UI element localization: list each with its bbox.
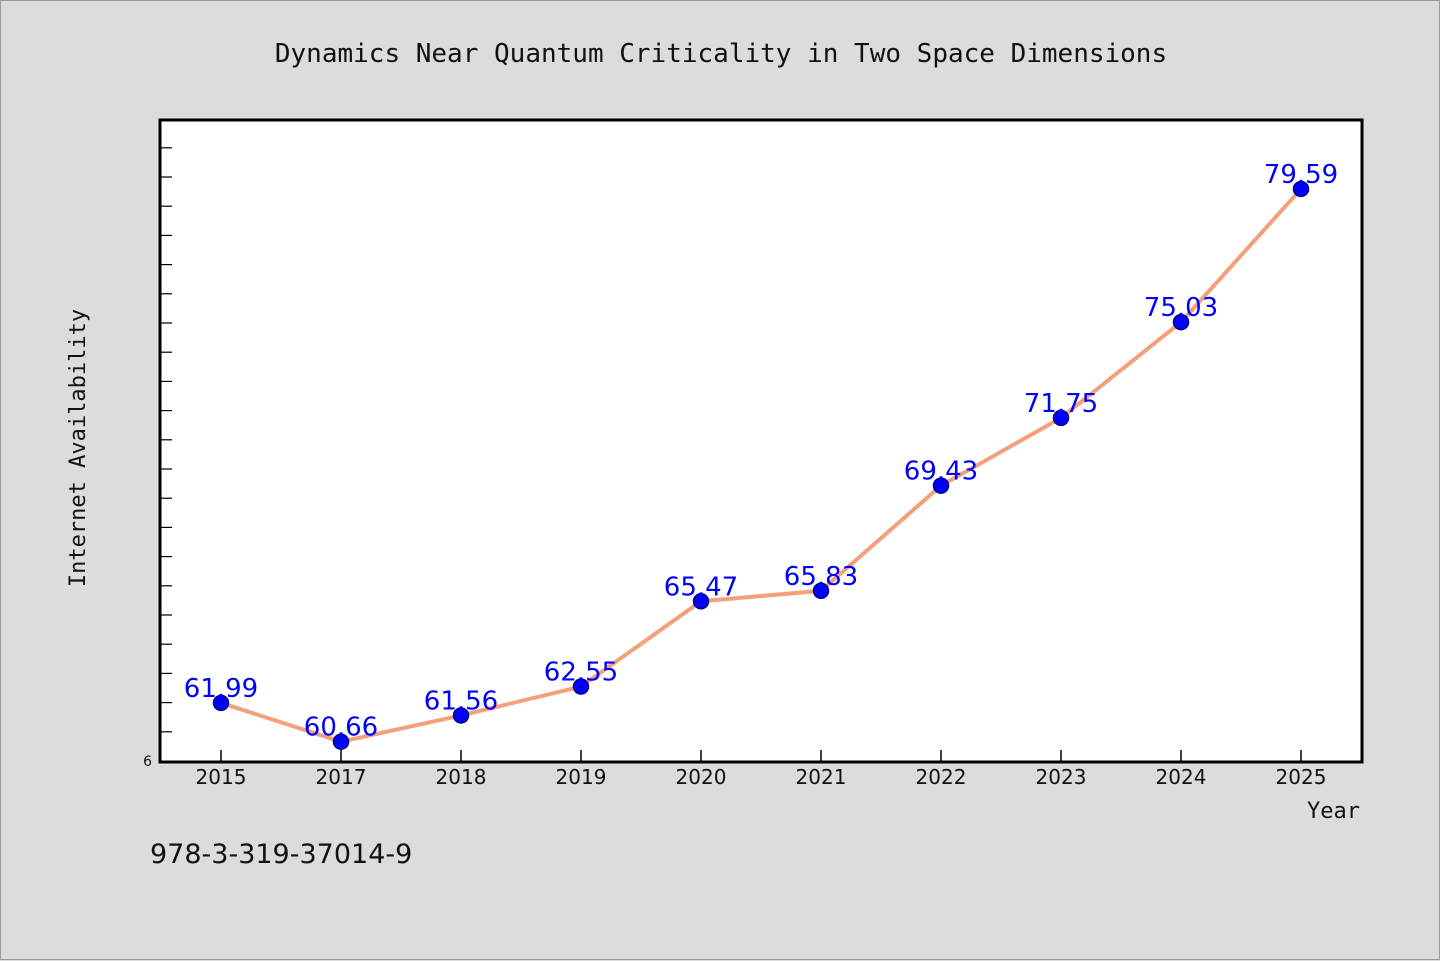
data-label: 71.75: [1024, 389, 1098, 419]
x-axis-ticks: 2015 2017 2018 2019 2020 2021 2022 2023 2024 2025: [196, 750, 1327, 789]
x-tick-label: 2025: [1276, 765, 1327, 789]
series-line: [219, 186, 1303, 744]
data-point-marker: [1052, 409, 1070, 427]
plot-area: [158, 118, 1364, 764]
x-tick-label: 2022: [916, 765, 967, 789]
y-axis-label: Internet Availability: [66, 309, 91, 587]
data-label: 69.43: [904, 457, 978, 487]
data-label: 79.59: [1264, 160, 1338, 190]
y-axis-ticks: 6: [143, 147, 172, 770]
x-tick-label: 2020: [676, 765, 727, 789]
data-point-marker: [932, 477, 950, 494]
data-point-marker: [1292, 180, 1310, 198]
data-label: 61.99: [184, 674, 258, 704]
data-point-marker: [332, 733, 350, 750]
data-point-marker: [452, 707, 470, 724]
x-axis-label: Year: [1307, 799, 1360, 824]
data-label: 61.56: [424, 686, 498, 716]
data-point-marker: [212, 694, 230, 712]
x-tick-label: 2017: [316, 765, 367, 789]
data-point-marker: [692, 593, 710, 610]
data-labels: 61.99 60.66 61.56 62.55 65.47 65.83 69.43 71.75…: [184, 160, 1338, 743]
x-tick-label: 2024: [1156, 765, 1207, 789]
footer-isbn: 978-3-319-37014-9: [150, 839, 412, 870]
data-label: 62.55: [544, 658, 618, 688]
data-point-marker: [572, 678, 590, 695]
data-label: 65.83: [784, 562, 858, 592]
data-label: 65.47: [664, 572, 738, 602]
series-markers: [212, 180, 1310, 750]
data-label: 75.03: [1144, 293, 1218, 323]
x-tick-label: 2023: [1036, 765, 1087, 789]
y-tick-label: 6: [143, 754, 152, 770]
data-point-marker: [812, 582, 830, 600]
x-tick-label: 2015: [196, 765, 247, 789]
x-tick-label: 2021: [796, 765, 847, 789]
chart-title: Dynamics Near Quantum Criticality in Two…: [275, 39, 1167, 69]
data-point-marker: [1172, 313, 1190, 331]
x-tick-label: 2018: [436, 765, 487, 789]
data-label: 60.66: [304, 713, 378, 743]
x-tick-label: 2019: [556, 765, 607, 789]
